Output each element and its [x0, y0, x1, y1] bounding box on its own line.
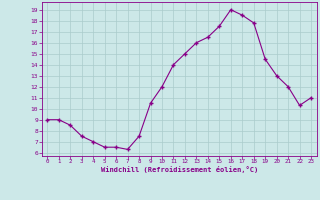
- X-axis label: Windchill (Refroidissement éolien,°C): Windchill (Refroidissement éolien,°C): [100, 166, 258, 173]
